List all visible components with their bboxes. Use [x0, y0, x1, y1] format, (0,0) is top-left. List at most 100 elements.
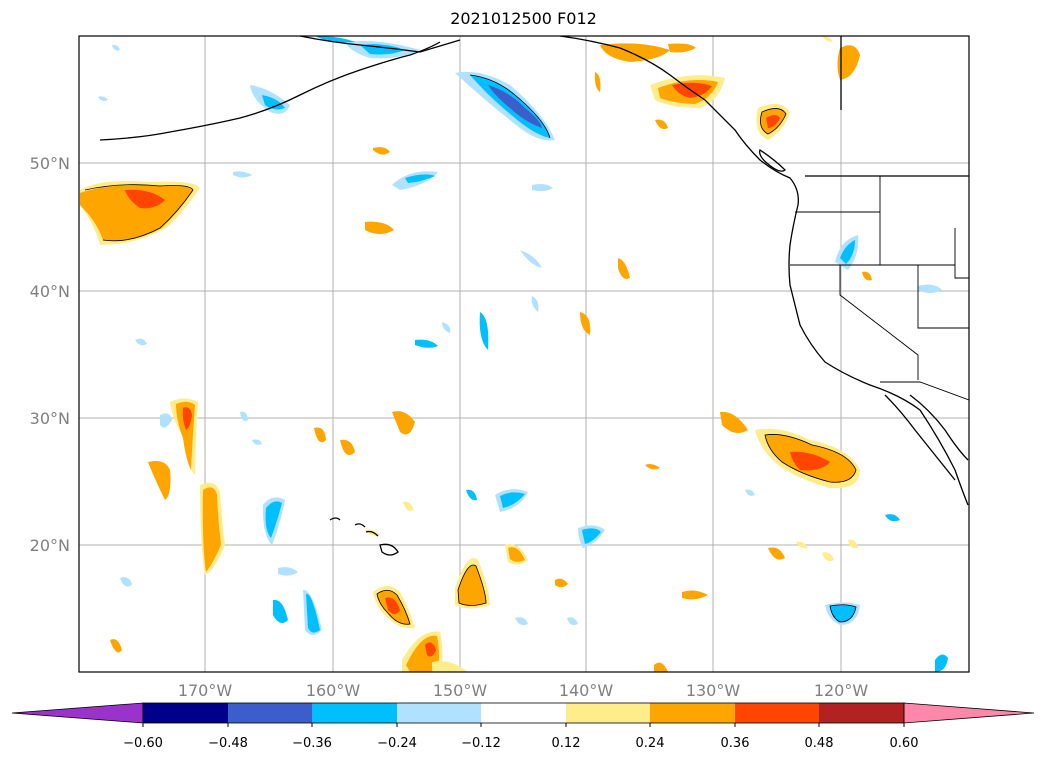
contour-negative-blob [240, 411, 248, 421]
colorbar-over-arrow [903, 702, 1035, 724]
colorbar-bin [735, 703, 819, 723]
contour-negative-blob [405, 174, 435, 183]
colorbar-bin [228, 703, 312, 723]
coastlines [99, 36, 969, 556]
contour-positive-blob [837, 45, 860, 80]
coastline-gulf-ca [909, 394, 969, 461]
lon-label: 160°W [306, 681, 361, 700]
border-ca-nv [839, 265, 919, 380]
contour-negative-blob [233, 171, 252, 178]
contour-line [760, 108, 787, 135]
gridlines [79, 36, 969, 672]
coastline-vancouver [759, 148, 786, 172]
contour-positive-blob [822, 552, 834, 562]
lon-label: 140°W [559, 681, 614, 700]
map-title: 2021012500 F012 [450, 9, 597, 28]
contour-negative-blob [160, 413, 172, 428]
contour-negative-blob [135, 338, 147, 346]
coastline-aleutians [99, 41, 441, 141]
contour-negative-core [488, 85, 542, 128]
contour-negative-blob [479, 312, 489, 350]
contour-positive-blob [365, 221, 394, 234]
contour-positive-core [182, 407, 192, 430]
coastline-panhandle [559, 36, 969, 506]
contour-positive-blob [655, 119, 668, 129]
latitude-labels: 50°N 40°N 30°N 20°N [30, 154, 70, 555]
contour-positive-blob [80, 185, 193, 241]
contour-positive-blob [618, 258, 630, 279]
lon-label: 150°W [433, 681, 488, 700]
contour-positive-core [425, 642, 436, 657]
contour-line [457, 564, 487, 606]
colorbar-bin [819, 703, 904, 723]
lon-label: 130°W [686, 681, 741, 700]
colorbar-bin [143, 703, 228, 723]
colorbar-bin [566, 703, 650, 723]
contour-line [376, 589, 411, 625]
colorbar-tick-label: 0.48 [805, 736, 834, 751]
contour-positive-core [385, 597, 400, 614]
contour-line [764, 434, 857, 483]
contour-negative-blob [262, 95, 285, 110]
lat-label: 20°N [30, 536, 70, 555]
colorbar-ticks [142, 723, 905, 727]
colorbar-tick-label: 0.36 [721, 736, 750, 751]
contour-negative-blob [466, 489, 477, 501]
contour-positive-blob [508, 547, 525, 562]
contour-positive-blob [796, 541, 808, 549]
contour-negative-blob [567, 617, 578, 626]
contour-negative-blob [582, 528, 601, 544]
coastline-baja [884, 394, 956, 481]
lon-label: 120°W [814, 681, 869, 700]
contour-positive-blob [432, 661, 468, 672]
contour-positive-blob [654, 662, 668, 672]
contour-positive-blob [555, 578, 568, 588]
contour-negative-blob [442, 322, 451, 333]
colorbar-bin [650, 703, 735, 723]
colorbar-tick-label: −0.48 [208, 736, 248, 751]
colorbar-tick-label: −0.24 [377, 736, 417, 751]
contour-positive-blob [373, 147, 390, 155]
contour-positive-core [766, 115, 780, 128]
contour-negative-blob [531, 296, 539, 312]
colorbar: −0.60 −0.48 −0.36 −0.24 −0.12 0.12 0.24 … [11, 702, 1035, 751]
colorbar-under-arrow [11, 702, 144, 724]
contour-negative-blob [840, 240, 855, 264]
coastline-hawaii [329, 517, 399, 556]
plot-frame [78, 35, 970, 673]
contour-negative-blob [315, 36, 355, 43]
lat-label: 30°N [30, 409, 70, 428]
contour-positive-blob [314, 427, 326, 443]
colorbar-tick-label: 0.12 [552, 736, 581, 751]
contour-positive-blob [580, 312, 591, 335]
contour-line [469, 74, 551, 139]
contour-negative-blob [745, 489, 755, 496]
contour-positive-blob [340, 439, 355, 456]
colorbar-tick-label: 0.60 [890, 736, 919, 751]
map-plot-area [79, 36, 969, 672]
contour-positive-blob [403, 501, 414, 511]
contour-negative-blob [265, 501, 282, 538]
lon-label: 170°W [178, 681, 233, 700]
contour-positive-blob [682, 590, 708, 600]
contour-positive-blob [148, 461, 171, 500]
contour-positive-blob [594, 72, 601, 92]
contour-positive-blob [668, 43, 696, 53]
contour-lines [84, 74, 857, 625]
colorbar-tick-label: −0.60 [123, 736, 163, 751]
contour-line [84, 184, 194, 242]
contour-negative-blob [252, 439, 262, 445]
contour-positive-blob [720, 411, 748, 434]
contour-negative-blob [278, 567, 298, 576]
contour-negative-blob [120, 577, 132, 587]
contour-positive-blob [862, 271, 872, 281]
contour-positive-blob [645, 464, 660, 470]
contour-negative-blob [830, 604, 856, 622]
contour-line [829, 604, 857, 623]
ocean-background [79, 36, 969, 672]
contour-negative-blob [306, 593, 320, 633]
contour-positive-core [125, 189, 165, 209]
colorbar-tick-label: −0.36 [292, 736, 332, 751]
coastline-alaska [299, 36, 461, 53]
